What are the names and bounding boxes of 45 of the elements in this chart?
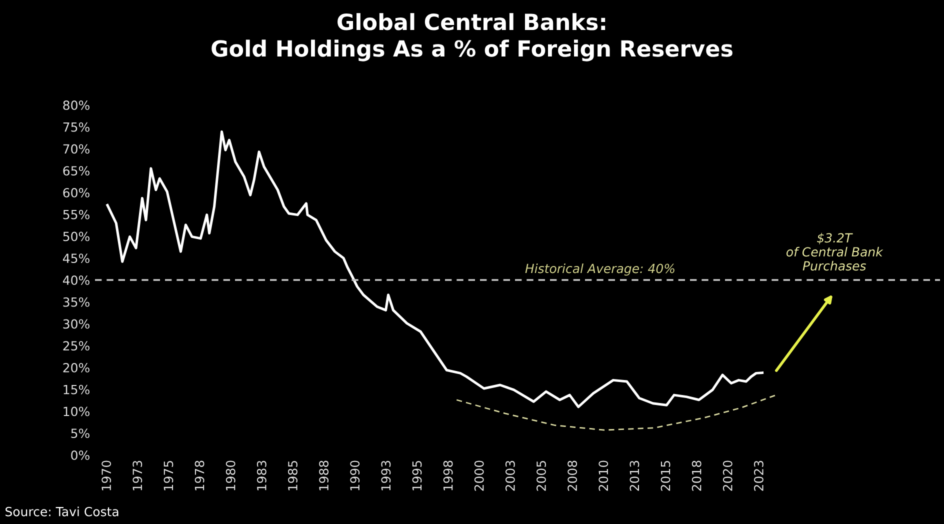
y-tick-label: 75%	[63, 122, 90, 132]
x-tick-label: 1975	[164, 460, 174, 490]
y-tick-label: 80%	[63, 100, 90, 110]
annotation: $3.2T of Central Bank Purchases	[786, 232, 884, 271]
x-tick-label: 1978	[194, 460, 204, 490]
y-tick-label: 5%	[71, 428, 90, 438]
ref-line-label: Historical Average: 40%	[525, 264, 674, 276]
source-note: Source: Tavi Costa	[6, 506, 118, 516]
x-tick-label: 1980	[226, 460, 236, 490]
x-tick-label: 1985	[288, 460, 298, 490]
x-tick-label: 1970	[102, 460, 112, 490]
y-tick-label: 40%	[62, 275, 90, 285]
y-tick-label: 70%	[63, 144, 90, 154]
x-tick-label: 1983	[256, 460, 266, 490]
x-tick-label: 2000	[474, 460, 484, 491]
y-tick-label: 20%	[63, 362, 90, 372]
x-tick-label: 2018	[692, 460, 702, 491]
x-tick-label: 1995	[412, 460, 422, 490]
x-tick-label: 2015	[660, 460, 670, 491]
y-tick-label: 0%	[71, 450, 90, 460]
y-tick-label: 30%	[63, 319, 90, 329]
x-tick-label: 2003	[505, 460, 515, 491]
x-tick-label: 1998	[443, 460, 453, 490]
x-tick-label: 2005	[536, 460, 546, 491]
x-tick-label: 2008	[568, 460, 578, 491]
y-tick-label: 15%	[64, 384, 90, 394]
y-tick-label: 35%	[63, 297, 90, 307]
y-tick-label: 50%	[63, 232, 90, 242]
x-tick-label: 2010	[598, 460, 608, 491]
x-tick-label: 2020	[722, 460, 732, 491]
x-tick-label: 1988	[319, 460, 329, 490]
line-series	[106, 130, 764, 408]
y-tick-label: 45%	[62, 254, 90, 264]
x-tick-label: 2023	[754, 460, 764, 491]
chart-title: Global Central Banks: Gold Holdings As a % of Foreign Reserves	[212, 13, 732, 62]
x-tick-label: 2013	[630, 460, 640, 491]
y-tick-label: 55%	[63, 210, 90, 220]
y-tick-label: 25%	[63, 341, 90, 351]
x-tick-label: 1993	[381, 460, 391, 490]
line-series	[456, 394, 777, 431]
y-tick-label: 65%	[63, 166, 90, 176]
y-tick-label: 60%	[63, 188, 90, 198]
x-tick-label: 1990	[350, 460, 360, 490]
y-tick-label: 10%	[64, 406, 90, 416]
x-tick-label: 1973	[132, 460, 142, 490]
